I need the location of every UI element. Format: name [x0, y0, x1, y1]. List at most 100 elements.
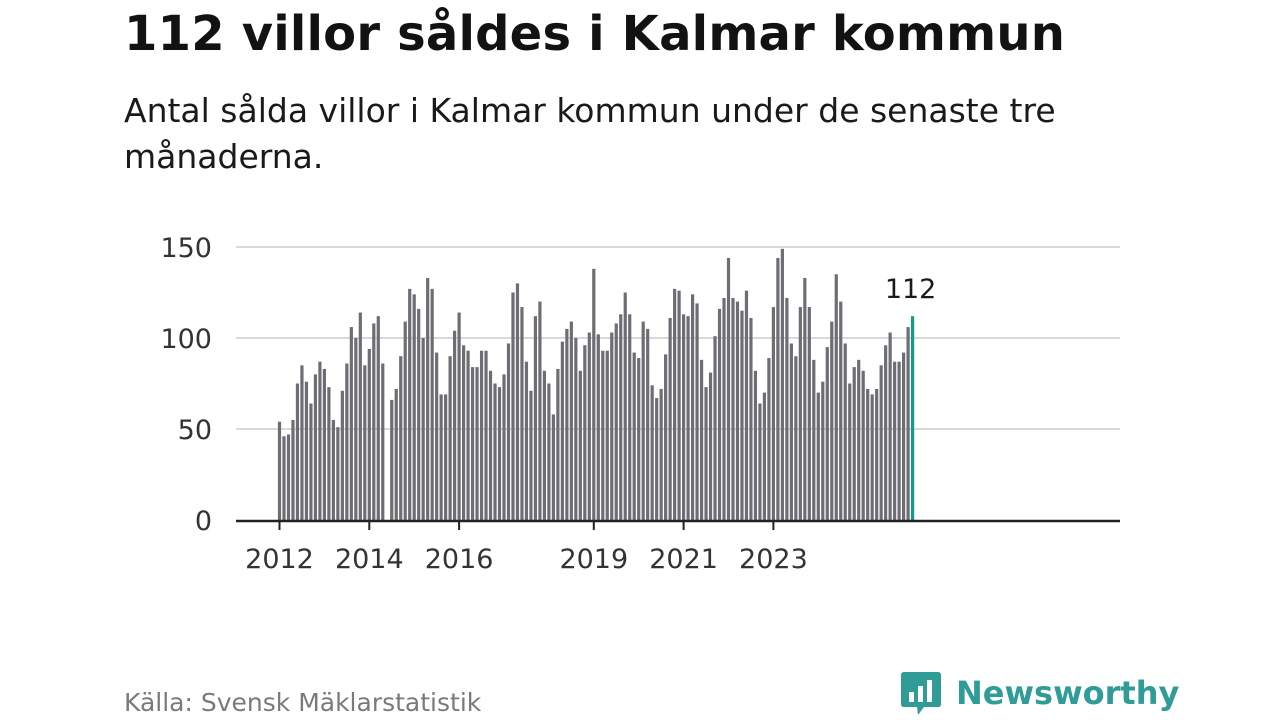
bar — [780, 248, 784, 520]
bar — [713, 336, 717, 520]
bar — [551, 414, 555, 520]
y-tick-label: 50 — [178, 415, 212, 446]
bar — [830, 321, 834, 520]
bar — [875, 388, 879, 520]
bar — [435, 352, 439, 520]
bar — [664, 354, 668, 520]
bar — [430, 288, 434, 520]
bar — [771, 307, 775, 520]
bar — [762, 392, 767, 520]
bar — [596, 334, 600, 520]
bar — [821, 381, 825, 520]
bar — [807, 307, 811, 520]
bar — [565, 328, 569, 520]
bar — [637, 358, 641, 520]
bar-chart: 0 50 100 150 2012 2014 2016 2019 2021 2023 112 — [160, 233, 1120, 575]
bar — [426, 277, 430, 520]
x-tick-label: 2023 — [739, 544, 808, 575]
bar — [520, 307, 524, 520]
bar — [731, 297, 735, 520]
x-tick-label: 2014 — [335, 544, 404, 575]
bar — [834, 274, 838, 520]
bar — [502, 374, 506, 520]
bar — [408, 288, 412, 520]
bar — [475, 367, 479, 520]
bar — [363, 365, 367, 520]
bar — [704, 387, 708, 520]
bar — [354, 338, 358, 520]
bar — [506, 343, 511, 520]
bar — [390, 399, 394, 520]
bar — [277, 421, 282, 520]
bar-chart-icon — [901, 672, 941, 715]
bar — [857, 359, 861, 520]
bar — [893, 361, 897, 520]
bar — [560, 341, 564, 520]
bar — [529, 390, 533, 520]
bar — [569, 321, 573, 520]
bar — [884, 345, 888, 520]
bar — [542, 370, 547, 520]
bar — [497, 387, 502, 520]
bar — [744, 290, 749, 520]
chart-subtitle: Antal sålda villor i Kalmar kommun under… — [124, 91, 1056, 176]
bar — [336, 427, 340, 520]
bar — [798, 307, 802, 520]
bar — [839, 301, 843, 520]
bar — [785, 297, 789, 520]
bar — [848, 383, 852, 520]
bar — [695, 303, 699, 520]
bar — [282, 436, 286, 520]
bar — [717, 308, 722, 520]
bar — [574, 338, 578, 520]
x-tick-label: 2012 — [245, 544, 314, 575]
bar — [538, 301, 542, 520]
bar — [812, 359, 816, 520]
bar — [349, 327, 353, 520]
bar — [843, 343, 847, 520]
bar — [493, 383, 497, 520]
x-tick-label: 2021 — [649, 544, 718, 575]
bar — [749, 317, 753, 520]
bar — [650, 385, 654, 520]
bar — [286, 434, 291, 520]
bar — [587, 332, 591, 520]
bar — [888, 332, 892, 520]
y-axis-ticks: 0 50 100 150 — [160, 233, 212, 537]
bar — [668, 317, 672, 520]
brand-logo: Newsworthy — [900, 670, 1179, 716]
bar — [605, 350, 609, 520]
bar — [906, 327, 910, 520]
y-tick-label: 0 — [195, 506, 212, 537]
bar — [313, 374, 318, 520]
bar — [367, 348, 371, 520]
bar — [690, 294, 695, 520]
bar — [515, 283, 520, 520]
bar — [583, 345, 587, 520]
bar — [358, 312, 362, 520]
bar — [345, 363, 349, 520]
bar — [708, 372, 713, 520]
bar — [556, 368, 560, 520]
bar — [614, 323, 618, 520]
bar — [304, 381, 309, 520]
source-note: Källa: Svensk Mäklarstatistik — [124, 688, 482, 717]
bar — [484, 350, 488, 520]
bar — [852, 367, 856, 520]
bar — [902, 352, 906, 520]
bar — [340, 390, 344, 520]
bar — [291, 419, 295, 520]
last-value-label: 112 — [885, 274, 937, 305]
bar — [439, 394, 443, 520]
bar — [322, 368, 326, 520]
bar — [318, 361, 322, 520]
bar — [789, 343, 793, 520]
bar — [628, 314, 632, 520]
bar — [488, 370, 493, 520]
bar — [466, 350, 470, 520]
bar — [403, 321, 407, 520]
bar — [417, 308, 421, 520]
bar — [461, 345, 466, 520]
bar — [533, 316, 538, 520]
bar — [601, 350, 605, 520]
